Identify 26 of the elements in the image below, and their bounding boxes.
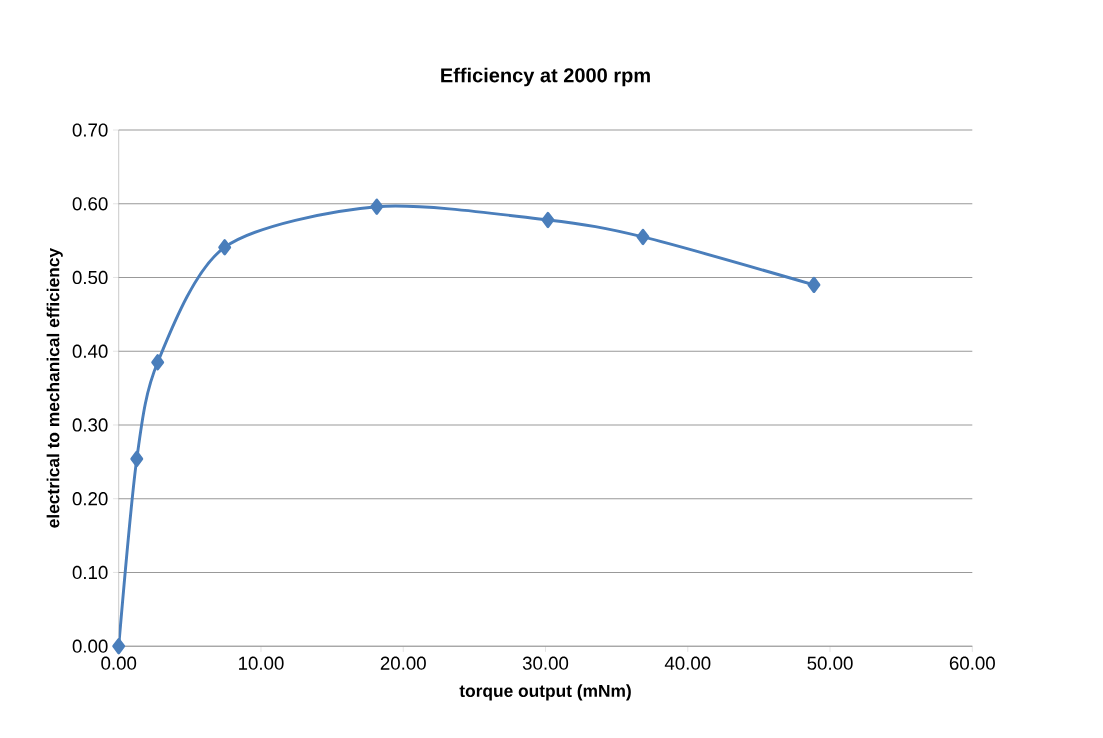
- y-tick-label: 0.00: [72, 639, 108, 654]
- point: [130, 450, 144, 468]
- point: [218, 239, 232, 256]
- point: [112, 638, 126, 655]
- x-tick-label: 20.00: [380, 656, 426, 671]
- x-tick-label: 0.00: [101, 656, 137, 671]
- y-tick-label: 0.20: [72, 492, 108, 506]
- x-tick-label: 40.00: [664, 656, 711, 671]
- x-tick-label: 50.00: [807, 656, 853, 671]
- point: [151, 354, 165, 371]
- chart-title: Efficiency at 2000 rpm: [441, 67, 650, 87]
- y-tick-label: 0.70: [72, 123, 108, 137]
- point: [636, 229, 650, 246]
- y-tick-label: 0.40: [72, 344, 108, 359]
- y-tick-label: 0.60: [72, 197, 108, 211]
- y-tick-label: 0.10: [72, 566, 108, 580]
- y-tick-label: 0.30: [72, 418, 108, 432]
- point: [541, 212, 555, 229]
- point: [807, 276, 821, 294]
- y-tick-label: 0.50: [72, 271, 108, 285]
- y-axis-title: electrical to mechanical efficiency: [46, 248, 63, 528]
- x-tick-label: 30.00: [522, 656, 569, 671]
- x-axis-title: torque output (mNm): [459, 684, 631, 701]
- x-tick-label: 60.00: [949, 656, 995, 671]
- point: [370, 198, 384, 216]
- x-tick-label: 10.00: [239, 656, 284, 671]
